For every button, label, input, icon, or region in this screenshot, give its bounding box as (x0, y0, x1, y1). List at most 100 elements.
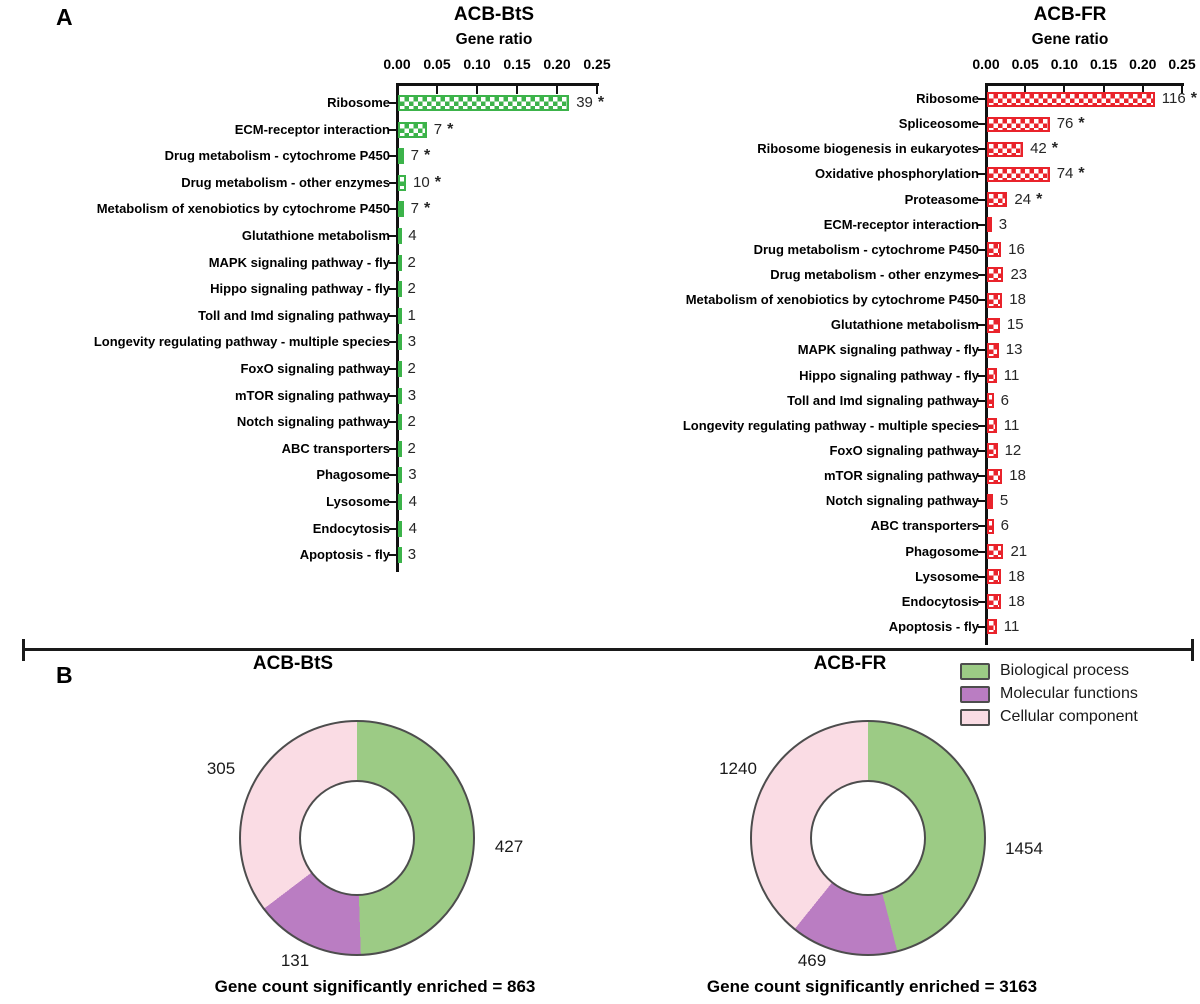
bar-count-label: 74 * (1057, 165, 1085, 183)
y-tick-mark (389, 447, 396, 450)
y-tick-mark (978, 148, 985, 151)
x-tick-mark (1102, 86, 1105, 94)
bar-row-label: Ribosome (916, 91, 979, 106)
bar-row-label: Apoptosis - fly (888, 618, 979, 634)
bar (987, 368, 997, 384)
donut-slice-value: 469 (797, 951, 827, 970)
bar (398, 121, 427, 138)
bar-count-value: 1 (407, 306, 416, 324)
bar (398, 95, 570, 111)
x-tick-mark (556, 86, 558, 94)
bar-count-label: 3 (408, 466, 416, 484)
bar-count-value: 12 (1004, 441, 1022, 459)
bar-count-label: 4 (409, 520, 417, 538)
legend-swatch-cellular-component (960, 708, 990, 726)
barchart-left-title: ACB-BtS (453, 4, 535, 25)
significance-asterisk: * (434, 173, 441, 191)
bar-row-label: Hippo signaling pathway - fly (210, 281, 390, 297)
y-tick-mark (978, 424, 985, 427)
bar-count-value: 10 (413, 173, 430, 191)
bar (398, 467, 402, 484)
legend-row-molecular-functions: Molecular functions (960, 685, 1138, 703)
bar (987, 267, 1004, 283)
bar (398, 201, 404, 218)
y-tick-mark (978, 198, 985, 201)
bar-row-label: Glutathione metabolism (241, 228, 390, 243)
x-tick-mark (436, 86, 438, 94)
bar (987, 418, 997, 434)
bar (398, 281, 402, 298)
bar-count-label: 42 * (1030, 140, 1058, 158)
bar-count-value: 18 (1009, 291, 1026, 309)
bar-row-label: Metabolism of xenobiotics by cytochrome … (96, 201, 390, 217)
significance-asterisk: * (423, 200, 431, 218)
bar-row-label: Phagosome (316, 467, 390, 483)
x-tick-label: 0.25 (583, 56, 611, 72)
donut-slice-value: 1240 (719, 759, 757, 778)
bar (987, 317, 1000, 333)
y-tick-mark (978, 273, 985, 276)
bar-row-label: FoxO signaling pathway (829, 442, 979, 458)
donut-right-caption: Gene count significantly enriched = 3163 (706, 977, 1038, 996)
x-tick-mark (1141, 86, 1144, 94)
bar-count-label: 15 (1007, 316, 1024, 334)
bar-count-label: 2 (408, 413, 416, 431)
panel-divider-line (22, 648, 1194, 651)
bar-count-label: 4 (408, 227, 416, 245)
bar-count-label: 6 (1001, 392, 1009, 410)
significance-asterisk: * (447, 120, 454, 138)
bar-count-value: 74 (1056, 165, 1074, 183)
bar-count-value: 21 (1010, 542, 1028, 560)
bar-count-value: 18 (1009, 467, 1026, 485)
bar-count-label: 11 (1004, 367, 1020, 385)
bar-count-label: 23 (1010, 266, 1027, 284)
bar-count-value: 39 (576, 94, 593, 111)
bar-count-value: 6 (1000, 517, 1009, 535)
y-tick-mark (978, 600, 985, 603)
bar (987, 594, 1002, 610)
bar-count-label: 24 * (1014, 191, 1042, 209)
bar (398, 254, 402, 271)
bar-count-value: 4 (408, 227, 417, 244)
donut-slice-value: 1454 (1005, 839, 1043, 858)
y-tick-mark (389, 554, 396, 557)
bar-row-label: MAPK signaling pathway - fly (797, 342, 979, 358)
y-tick-mark (389, 208, 396, 211)
bar (398, 148, 404, 165)
bar-count-label: 4 (409, 493, 417, 511)
bar-row-label: FoxO signaling pathway (240, 361, 390, 376)
bar (987, 91, 1155, 107)
x-tick-label: 0.15 (1089, 56, 1118, 72)
bar-count-label: 12 (1005, 442, 1022, 460)
x-tick-label: 0.00 (972, 56, 1000, 72)
bar-row-label: Drug metabolism - other enzymes (770, 266, 979, 282)
significance-asterisk: * (1036, 190, 1043, 208)
bar (987, 619, 997, 635)
bar-row-label: Glutathione metabolism (830, 317, 979, 333)
bar (987, 192, 1008, 208)
x-tick-mark (1063, 86, 1066, 94)
bar-count-label: 11 (1004, 417, 1020, 435)
bar-row-label: mTOR signaling pathway (823, 468, 979, 484)
bar-count-label: 21 (1010, 543, 1027, 561)
bar (398, 387, 402, 404)
barchart-right-xlabel: Gene ratio (1031, 31, 1109, 48)
donut-chart (239, 720, 475, 956)
x-tick-mark (1181, 86, 1183, 94)
bar-count-label: 3 (408, 333, 416, 351)
bar-row-label: Drug metabolism - other enzymes (181, 174, 390, 190)
y-tick-mark (389, 368, 396, 370)
y-tick-mark (978, 223, 985, 226)
bar-count-value: 18 (1008, 592, 1025, 610)
bar-row-label: Notch signaling pathway (236, 414, 390, 430)
y-tick-mark (978, 299, 985, 302)
bar-row-label: Longevity regulating pathway - multiple … (93, 334, 390, 350)
donut-hole (299, 780, 415, 896)
barchart-right-title: ACB-FR (1033, 4, 1107, 25)
bar-row-label: Phagosome (905, 543, 979, 559)
bar-count-label: 2 (408, 440, 416, 458)
bar-row-label: mTOR signaling pathway (234, 387, 390, 403)
bar-count-label: 2 (408, 254, 416, 272)
donut-right-title: ACB-FR (813, 653, 887, 674)
bar (987, 292, 1003, 308)
